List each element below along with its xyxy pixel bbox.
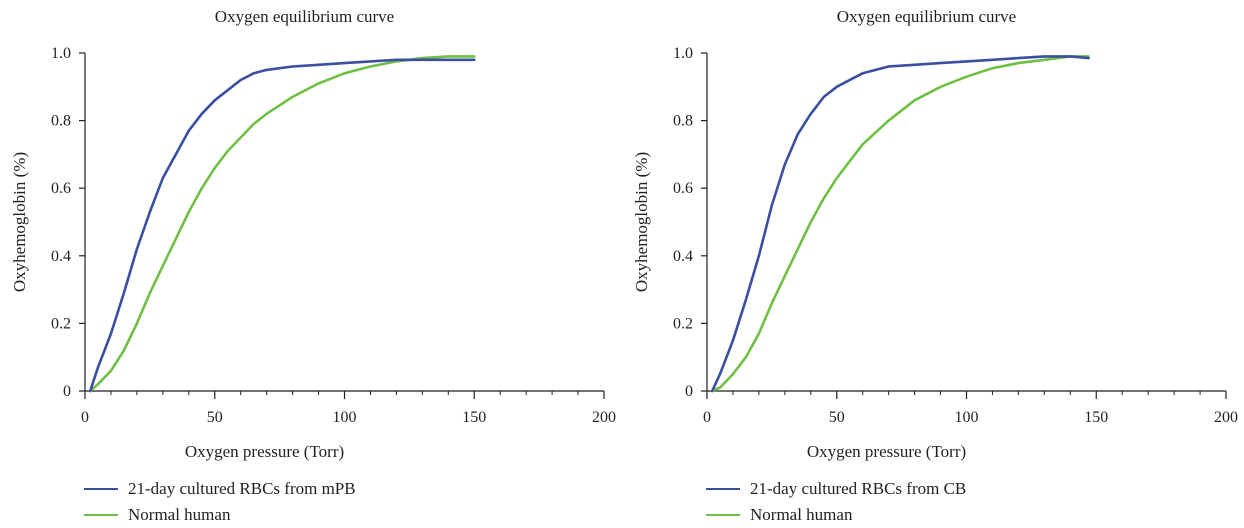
x-tick-label: 200	[592, 409, 616, 426]
y-tick-label: 0	[685, 383, 693, 400]
y-tick-label: 0.6	[673, 180, 693, 197]
legend-item: 21-day cultured RBCs from CB	[706, 476, 966, 502]
series-line	[88, 58, 476, 393]
series-line	[710, 55, 1090, 393]
x-axis-label: Oxygen pressure (Torr)	[807, 442, 966, 461]
y-tick-label: 0.8	[673, 113, 693, 130]
y-tick-label: 0.2	[51, 315, 71, 332]
x-tick-label: 150	[462, 409, 486, 426]
legend-item: Normal human	[706, 502, 966, 528]
legend: 21-day cultured RBCs from mPB Normal hum…	[84, 476, 356, 528]
y-tick-label: 0	[63, 383, 71, 400]
legend-swatch	[84, 514, 118, 516]
y-axis-label: Oxyhemoglobin (%)	[10, 152, 29, 292]
y-tick-label: 0.4	[51, 248, 71, 265]
y-tick-label: 0.4	[673, 248, 693, 265]
legend-swatch	[706, 514, 740, 516]
chart-title: Oxygen equilibrium curve	[215, 7, 394, 26]
x-tick-label: 100	[955, 409, 979, 426]
legend-label: 21-day cultured RBCs from mPB	[128, 479, 356, 498]
chart-svg: Oxygen equilibrium curve 0 0.2 0.4 0.6 0.8 1.0…	[10, 7, 616, 461]
x-tick-label: 0	[703, 409, 711, 426]
legend: 21-day cultured RBCs from CB Normal huma…	[706, 476, 966, 528]
legend-swatch	[706, 488, 740, 490]
y-tick-label: 1.0	[51, 45, 71, 62]
legend-label: Normal human	[750, 505, 853, 524]
chart-title: Oxygen equilibrium curve	[837, 7, 1016, 26]
legend-label: 21-day cultured RBCs from CB	[750, 479, 967, 498]
chart-svg: Oxygen equilibrium curve 0 0.2 0.4 0.6 0.8 1.0…	[632, 7, 1238, 461]
x-tick-label: 100	[333, 409, 357, 426]
legend-swatch	[84, 488, 118, 490]
chart-panel-right: Oxygen equilibrium curve 0 0.2 0.4 0.6 0.8 1.0…	[622, 0, 1244, 526]
y-axis-label: Oxyhemoglobin (%)	[632, 152, 651, 292]
legend-item: Normal human	[84, 502, 356, 528]
y-tick-label: 0.8	[51, 113, 71, 130]
legend-item: 21-day cultured RBCs from mPB	[84, 476, 356, 502]
legend-label: Normal human	[128, 505, 231, 524]
y-tick-label: 1.0	[673, 45, 693, 62]
x-tick-label: 0	[81, 409, 89, 426]
x-tick-label: 50	[207, 409, 223, 426]
x-axis-label: Oxygen pressure (Torr)	[185, 442, 344, 461]
chart-panel-left: Oxygen equilibrium curve 0 0.2 0.4 0.6 0.8 1.0…	[0, 0, 622, 526]
x-tick-label: 50	[829, 409, 845, 426]
x-tick-label: 150	[1084, 409, 1108, 426]
x-tick-label: 200	[1214, 409, 1238, 426]
series-line	[88, 55, 476, 393]
y-tick-label: 0.6	[51, 180, 71, 197]
y-tick-label: 0.2	[673, 315, 693, 332]
series-line	[710, 55, 1090, 393]
